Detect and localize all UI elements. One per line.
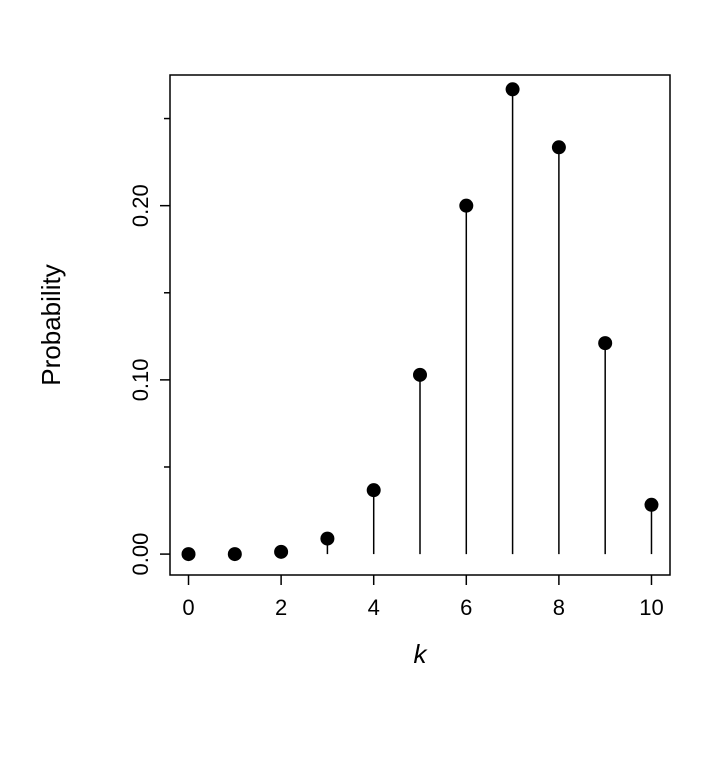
stem-chart: 0 2 4 6 8 10 k 0.00 0.10 0.20 Probability: [0, 0, 718, 768]
x-tick-label: 2: [275, 595, 287, 620]
data-point: [274, 545, 288, 559]
y-tick-label: 0.10: [128, 358, 153, 401]
x-axis-label: k: [414, 639, 429, 669]
x-tick-label: 4: [368, 595, 380, 620]
data-point: [182, 547, 196, 561]
data-point: [320, 532, 334, 546]
y-tick-label: 0.00: [128, 533, 153, 576]
x-tick-label: 0: [182, 595, 194, 620]
x-tick-label: 8: [553, 595, 565, 620]
data-point: [228, 547, 242, 561]
y-tick-label: 0.20: [128, 184, 153, 227]
data-point: [413, 368, 427, 382]
y-axis-label: Probability: [36, 264, 66, 385]
data-point: [552, 140, 566, 154]
data-point: [367, 483, 381, 497]
x-tick-label: 6: [460, 595, 472, 620]
data-point: [644, 498, 658, 512]
data-point: [459, 199, 473, 213]
x-tick-label: 10: [639, 595, 663, 620]
data-point: [506, 82, 520, 96]
chart-svg: 0 2 4 6 8 10 k 0.00 0.10 0.20 Probability: [0, 0, 718, 768]
data-point: [598, 336, 612, 350]
